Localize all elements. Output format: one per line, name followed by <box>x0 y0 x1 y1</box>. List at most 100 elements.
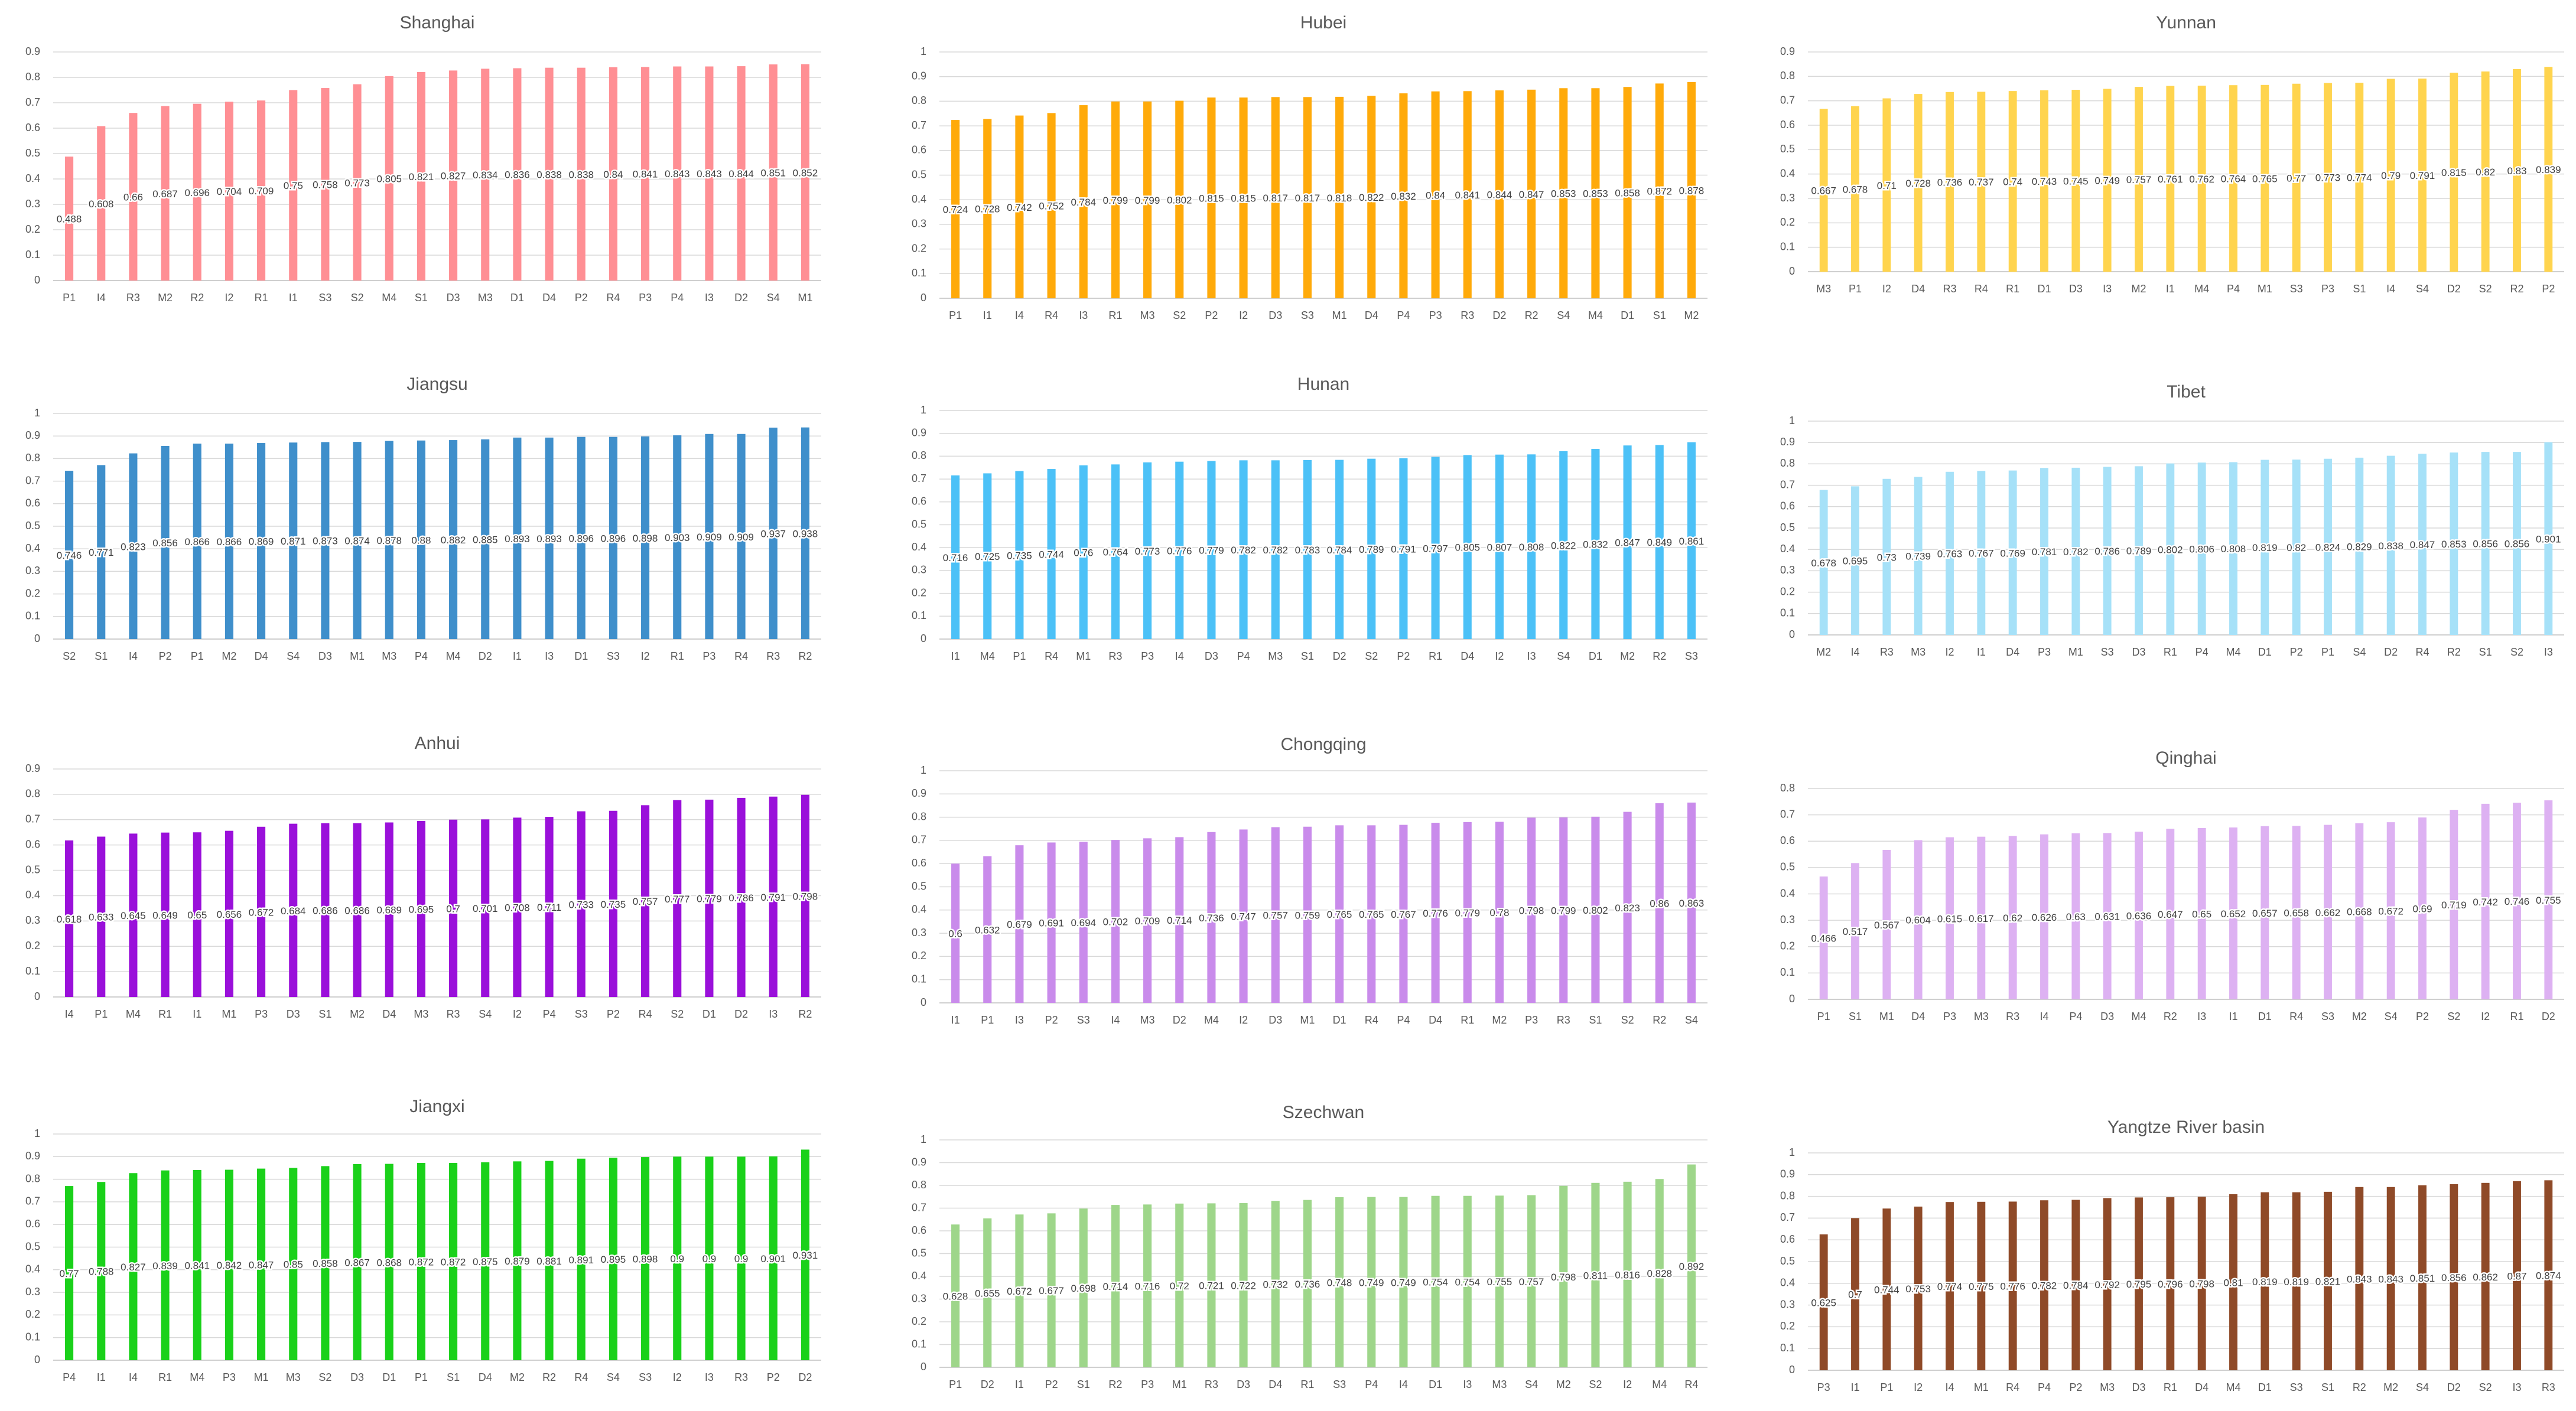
data-label: 0.805 <box>376 173 402 184</box>
data-label: 0.62 <box>2003 913 2022 924</box>
data-label: 0.796 <box>2158 1279 2183 1290</box>
x-tick-label: R1 <box>158 1371 172 1383</box>
bar <box>1914 477 1923 635</box>
bar <box>1851 863 1859 999</box>
data-label: 0.656 <box>217 909 242 920</box>
bar <box>1431 91 1440 298</box>
bar <box>2008 470 2017 635</box>
bar <box>2544 442 2553 635</box>
data-label: 0.901 <box>760 1253 786 1265</box>
bar <box>2008 91 2017 272</box>
bar <box>1819 876 1828 999</box>
data-label: 0.869 <box>249 536 274 548</box>
data-label: 0.881 <box>536 1256 562 1267</box>
data-label: 0.618 <box>57 914 82 925</box>
x-tick-label: D2 <box>2447 283 2461 295</box>
data-label: 0.784 <box>1327 545 1352 556</box>
bar <box>2418 454 2427 635</box>
y-tick-label: 0.6 <box>25 838 40 850</box>
y-tick-label: 0 <box>34 274 40 286</box>
x-tick-label: I1 <box>2166 283 2175 295</box>
data-label: 0.856 <box>152 537 178 549</box>
x-tick-label: I2 <box>1882 283 1891 295</box>
bar <box>2450 810 2458 999</box>
x-tick-label: P4 <box>543 1008 556 1020</box>
bar <box>1079 105 1088 298</box>
y-tick-label: 0.9 <box>25 45 40 57</box>
bar <box>769 64 778 281</box>
data-label: 0.903 <box>665 532 690 543</box>
x-tick-label: R4 <box>606 292 620 304</box>
data-label: 0.773 <box>2315 172 2341 184</box>
x-tick-label: R2 <box>542 1371 556 1383</box>
bar <box>2418 817 2427 999</box>
x-tick-label: D1 <box>1333 1014 1346 1026</box>
data-label: 0.9 <box>702 1253 717 1265</box>
bar <box>2386 79 2395 272</box>
bar <box>2166 1197 2175 1370</box>
bar <box>1207 461 1216 639</box>
x-tick-label: D4 <box>1911 283 1925 295</box>
data-label: 0.759 <box>1295 910 1320 921</box>
y-tick-label: 0.2 <box>25 223 40 235</box>
y-tick-label: 0.4 <box>912 904 926 915</box>
data-label: 0.73 <box>1877 552 1897 563</box>
data-label: 0.691 <box>1039 918 1064 929</box>
data-label: 0.774 <box>2347 172 2372 184</box>
data-label: 0.819 <box>2252 542 2278 553</box>
data-label: 0.714 <box>1167 915 1192 926</box>
bar <box>1527 454 1536 639</box>
x-tick-label: S1 <box>1077 1379 1090 1390</box>
chart-title: Yangtze River basin <box>2107 1117 2265 1137</box>
data-label: 0.791 <box>2410 170 2435 181</box>
data-label: 0.728 <box>975 204 1000 215</box>
data-label: 0.758 <box>313 180 338 191</box>
data-label: 0.657 <box>2252 908 2278 919</box>
x-tick-label: I1 <box>97 1371 106 1383</box>
x-tick-label: M3 <box>2100 1381 2115 1393</box>
x-tick-label: M4 <box>980 650 995 662</box>
x-tick-label: I2 <box>1239 309 1248 321</box>
bar <box>65 840 74 997</box>
data-label: 0.761 <box>2158 174 2183 185</box>
data-label: 0.815 <box>1199 193 1224 204</box>
y-tick-label: 1 <box>921 45 926 57</box>
data-label: 0.466 <box>1811 933 1836 944</box>
data-label: 0.743 <box>2032 176 2057 187</box>
data-label: 0.782 <box>1231 545 1256 556</box>
y-tick-label: 0.1 <box>1780 240 1795 252</box>
x-tick-label: I3 <box>1527 650 1536 662</box>
x-tick-label: P1 <box>415 1371 428 1383</box>
bar <box>289 823 298 997</box>
x-tick-label: D4 <box>479 1371 492 1383</box>
data-label: 0.853 <box>2441 539 2467 550</box>
data-label: 0.755 <box>2536 895 2561 906</box>
x-tick-label: M3 <box>1268 650 1283 662</box>
bar <box>1207 832 1216 1003</box>
data-label: 0.841 <box>633 169 658 180</box>
x-tick-label: S1 <box>318 1008 331 1020</box>
data-label: 0.779 <box>1455 907 1480 918</box>
data-label: 0.9 <box>734 1253 749 1265</box>
bar <box>2135 466 2143 635</box>
x-tick-label: I3 <box>1079 309 1088 321</box>
x-tick-label: D1 <box>2258 646 2272 658</box>
data-label: 0.815 <box>1231 193 1256 204</box>
bar <box>2135 832 2143 999</box>
x-tick-label: D4 <box>1429 1014 1442 1026</box>
data-label: 0.832 <box>1583 539 1608 550</box>
y-tick-label: 0.5 <box>25 147 40 159</box>
y-tick-label: 1 <box>921 404 926 416</box>
data-label: 0.873 <box>313 536 338 547</box>
bar <box>983 1218 992 1367</box>
data-label: 0.684 <box>281 905 306 917</box>
bar <box>129 833 138 997</box>
x-tick-label: S2 <box>351 292 364 304</box>
data-label: 0.632 <box>975 924 1000 936</box>
data-label: 0.856 <box>2505 539 2530 550</box>
x-tick-label: I4 <box>1015 309 1024 321</box>
x-tick-label: I4 <box>1175 650 1184 662</box>
y-tick-label: 0 <box>921 292 926 304</box>
bar <box>2229 85 2237 272</box>
x-tick-label: R4 <box>1975 283 1988 295</box>
